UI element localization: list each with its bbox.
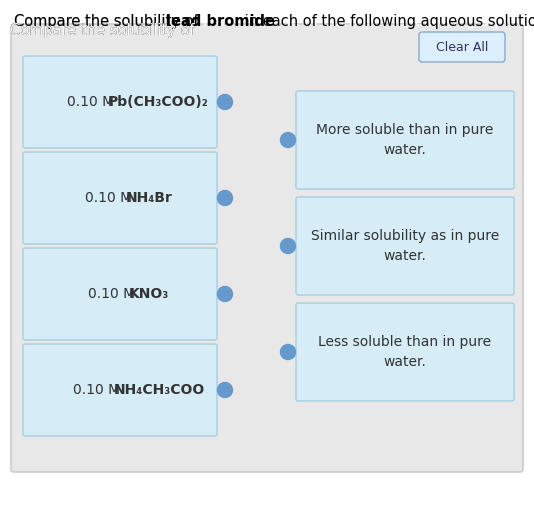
- Text: Compare the solubility of: Compare the solubility of: [10, 23, 199, 38]
- Text: NH₄CH₃COO: NH₄CH₃COO: [113, 383, 205, 397]
- FancyBboxPatch shape: [23, 248, 217, 340]
- Text: Similar solubility as in pure
water.: Similar solubility as in pure water.: [311, 229, 499, 263]
- Circle shape: [217, 191, 232, 205]
- Circle shape: [280, 239, 295, 253]
- FancyBboxPatch shape: [296, 197, 514, 295]
- FancyBboxPatch shape: [419, 32, 505, 62]
- Text: Compare the solubility of: Compare the solubility of: [14, 14, 203, 29]
- Text: KNO₃: KNO₃: [129, 287, 169, 301]
- Text: Compare the solubility of lead bromide in each of the following aqueous solution: Compare the solubility of lead bromide i…: [14, 14, 534, 29]
- Text: lead bromide: lead bromide: [166, 14, 275, 29]
- Text: Compare the solubility of: Compare the solubility of: [14, 14, 203, 29]
- FancyBboxPatch shape: [11, 24, 523, 472]
- Text: Compare the solubility of: Compare the solubility of: [10, 23, 199, 38]
- Text: Less soluble than in pure
water.: Less soluble than in pure water.: [318, 335, 492, 369]
- FancyBboxPatch shape: [23, 56, 217, 148]
- Text: Pb(CH₃COO)₂: Pb(CH₃COO)₂: [107, 95, 208, 109]
- FancyBboxPatch shape: [23, 152, 217, 244]
- FancyBboxPatch shape: [296, 303, 514, 401]
- Circle shape: [217, 383, 232, 398]
- Text: NH₄Br: NH₄Br: [125, 191, 172, 205]
- Text: Clear All: Clear All: [436, 40, 488, 54]
- Text: More soluble than in pure
water.: More soluble than in pure water.: [316, 123, 494, 157]
- Text: 0.10 M: 0.10 M: [84, 191, 136, 205]
- Circle shape: [280, 132, 295, 148]
- Circle shape: [280, 344, 295, 360]
- FancyBboxPatch shape: [296, 91, 514, 189]
- Text: 0.10 M: 0.10 M: [67, 95, 118, 109]
- Text: in each of the following aqueous solutions:: in each of the following aqueous solutio…: [240, 14, 534, 29]
- Text: 0.10 M: 0.10 M: [73, 383, 124, 397]
- Circle shape: [217, 95, 232, 109]
- Circle shape: [217, 287, 232, 301]
- FancyBboxPatch shape: [23, 344, 217, 436]
- Text: 0.10 M: 0.10 M: [88, 287, 139, 301]
